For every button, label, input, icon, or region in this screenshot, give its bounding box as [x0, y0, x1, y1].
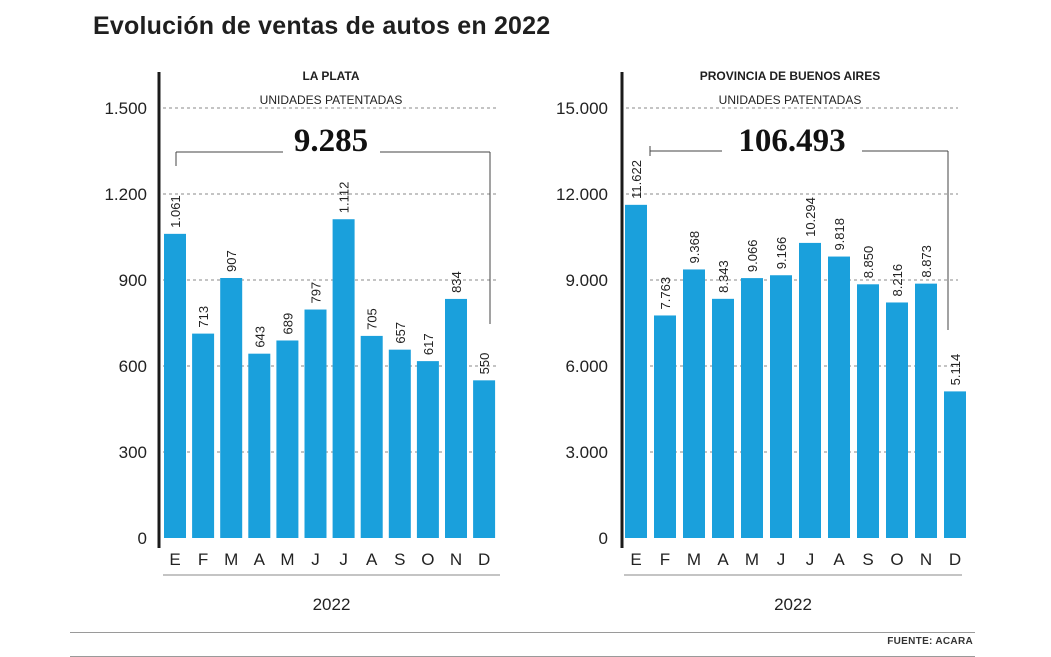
x-tick-label: O	[421, 550, 434, 569]
bar	[445, 298, 467, 538]
bar	[741, 278, 763, 538]
bar-value-label: 8.343	[716, 260, 731, 293]
bar	[332, 219, 355, 538]
footer-divider	[70, 632, 975, 633]
total-value: 106.493	[738, 123, 845, 159]
bar	[799, 242, 821, 538]
x-axis-label: 2022	[774, 595, 812, 614]
x-tick-label: N	[450, 550, 462, 569]
bar-value-label: 5.114	[948, 354, 963, 386]
bar-value-label: 907	[224, 250, 239, 272]
bar	[944, 391, 966, 538]
x-tick-label: A	[366, 550, 378, 569]
bar	[915, 283, 937, 538]
y-tick-label: 12.000	[556, 185, 608, 204]
bar	[473, 380, 496, 538]
bar-value-label: 9.368	[687, 231, 702, 264]
bar	[220, 277, 243, 538]
y-tick-label: 15.000	[556, 99, 608, 118]
y-tick-label: 9.000	[565, 271, 608, 290]
x-tick-label: E	[169, 550, 180, 569]
y-tick-label: 3.000	[565, 443, 608, 462]
y-tick-label: 300	[119, 443, 147, 462]
x-tick-label: J	[339, 550, 348, 569]
bar	[416, 361, 439, 538]
bar-value-label: 834	[449, 271, 464, 293]
x-tick-label: M	[687, 550, 701, 569]
x-tick-label: A	[833, 550, 845, 569]
x-tick-label: J	[777, 550, 786, 569]
bar	[164, 233, 186, 538]
bar	[683, 269, 705, 538]
y-tick-label: 0	[599, 529, 608, 548]
x-tick-label: S	[394, 550, 405, 569]
source-note: FUENTE: ACARA	[887, 636, 973, 647]
bar-value-label: 797	[309, 282, 324, 304]
x-tick-label: D	[949, 550, 961, 569]
bar	[886, 302, 908, 538]
total-value: 9.285	[294, 123, 368, 159]
bar	[276, 340, 299, 538]
bar-value-label: 1.112	[337, 182, 352, 214]
x-tick-label: D	[478, 550, 490, 569]
bar-value-label: 9.066	[745, 240, 760, 273]
chart-title: LA PLATA	[302, 69, 359, 83]
bar-value-label: 8.873	[919, 245, 934, 278]
chart-subtitle: UNIDADES PATENTADAS	[260, 93, 403, 107]
bar-value-label: 11.622	[629, 160, 644, 199]
bar	[828, 256, 850, 538]
chart-title: PROVINCIA DE BUENOS AIRES	[700, 69, 880, 83]
bar	[770, 275, 792, 538]
x-tick-label: F	[198, 550, 208, 569]
bar-value-label: 617	[421, 333, 436, 355]
y-tick-label: 900	[119, 271, 147, 290]
bar-value-label: 9.166	[774, 237, 789, 270]
y-tick-label: 1.200	[104, 185, 147, 204]
x-tick-label: A	[254, 550, 266, 569]
x-tick-label: A	[717, 550, 729, 569]
x-tick-label: N	[920, 550, 932, 569]
bar-value-label: 713	[196, 306, 211, 328]
y-tick-label: 600	[119, 357, 147, 376]
x-tick-label: M	[280, 550, 294, 569]
page-title: Evolución de ventas de autos en 2022	[93, 12, 551, 40]
bar-value-label: 8.850	[861, 246, 876, 279]
x-tick-label: M	[224, 550, 238, 569]
bar	[654, 315, 676, 538]
bar-value-label: 689	[280, 313, 295, 335]
bar-value-label: 643	[252, 326, 267, 348]
bar-value-label: 9.818	[832, 218, 847, 251]
y-tick-label: 1.500	[104, 99, 147, 118]
x-tick-label: S	[862, 550, 873, 569]
y-tick-label: 0	[138, 529, 147, 548]
x-tick-label: J	[806, 550, 815, 569]
bar-value-label: 8.216	[890, 264, 905, 297]
bar	[857, 284, 879, 538]
x-axis-label: 2022	[313, 595, 351, 614]
x-tick-label: E	[630, 550, 641, 569]
x-tick-label: O	[890, 550, 903, 569]
bar	[712, 298, 734, 538]
bar	[192, 333, 215, 538]
bar-value-label: 550	[477, 353, 492, 375]
bar	[388, 349, 411, 538]
chart-subtitle: UNIDADES PATENTADAS	[719, 93, 862, 107]
bar	[248, 353, 271, 538]
bar-value-label: 657	[393, 322, 408, 344]
bar-value-label: 705	[365, 308, 380, 330]
x-tick-label: M	[745, 550, 759, 569]
bar-value-label: 7.763	[658, 277, 673, 310]
bar	[360, 335, 383, 538]
bar-value-label: 10.294	[803, 197, 818, 237]
bar	[304, 309, 327, 538]
y-tick-label: 6.000	[565, 357, 608, 376]
bar-value-label: 1.061	[168, 195, 183, 228]
x-tick-label: J	[311, 550, 320, 569]
bar	[625, 204, 647, 538]
x-tick-label: F	[660, 550, 670, 569]
